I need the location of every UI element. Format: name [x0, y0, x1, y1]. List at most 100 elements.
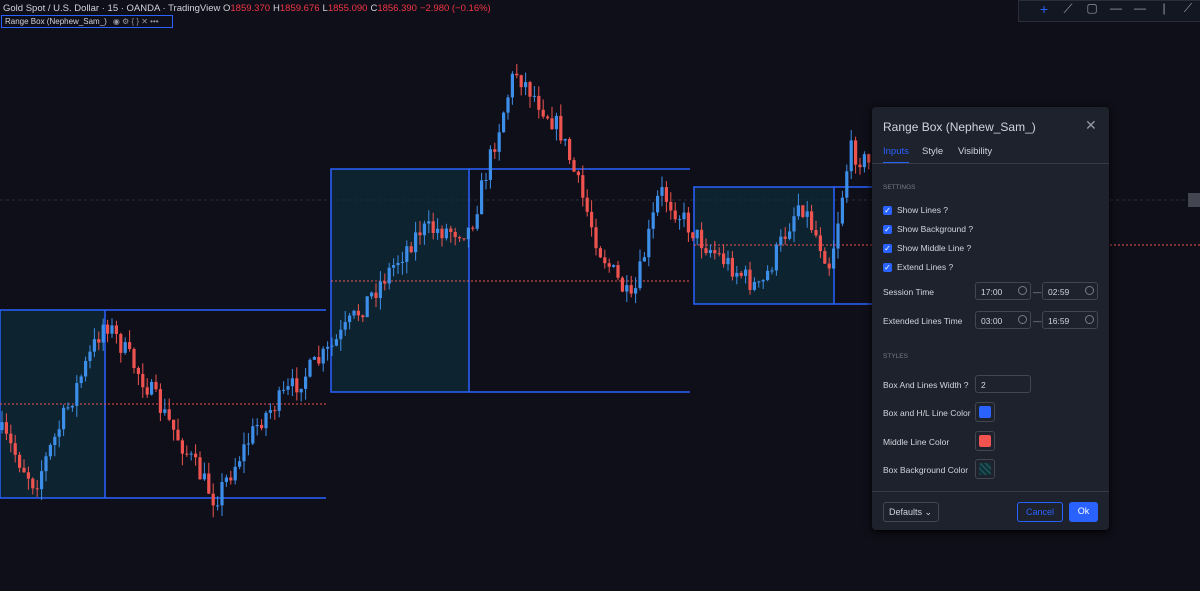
ohlc-label: O — [223, 3, 231, 14]
candle-body — [656, 195, 660, 213]
checkbox[interactable]: ✓ Show Lines ? — [883, 205, 949, 216]
candle-body — [167, 409, 171, 420]
candle-body — [462, 238, 466, 240]
candle-body — [31, 478, 35, 489]
cancel-button[interactable]: Cancel — [1017, 502, 1063, 522]
color-swatch[interactable] — [975, 459, 995, 479]
candle-body — [616, 265, 620, 278]
candle-body — [805, 211, 809, 217]
checkbox[interactable]: ✓ Show Middle Line ? — [883, 243, 972, 254]
candle-body — [378, 281, 382, 298]
candle-body — [422, 223, 426, 236]
candle-body — [475, 214, 479, 229]
time-value: 03:00 — [981, 316, 1003, 326]
candle-body — [356, 310, 360, 316]
range-dash: — — [1033, 287, 1042, 297]
candle-body — [541, 109, 545, 117]
close-button[interactable]: ✕ — [1085, 117, 1097, 133]
time-input[interactable]: 16:59 — [1042, 311, 1098, 329]
ray-tool[interactable]: — — [1134, 1, 1146, 15]
candle-body — [361, 315, 365, 318]
candle-body — [295, 378, 299, 393]
candle-body — [66, 407, 70, 409]
time-input[interactable]: 17:00 — [975, 282, 1031, 300]
checkbox-label: Show Middle Line ? — [897, 243, 972, 253]
candle-body — [172, 419, 176, 430]
candle-body — [845, 171, 849, 198]
candle-body — [642, 257, 646, 262]
indicator-icons: ◉ ⚙ { } ✕ ••• — [112, 17, 159, 26]
checkbox[interactable]: ✓ Extend Lines ? — [883, 262, 954, 273]
field-label: Session Time — [883, 287, 935, 297]
candle-body — [607, 263, 611, 267]
candle-body — [590, 211, 594, 228]
candle-body — [312, 356, 316, 360]
candle-body — [660, 187, 664, 196]
indicator-name: Range Box (Nephew_Sam_) — [5, 17, 107, 26]
candle-body — [216, 505, 220, 507]
candle-body — [224, 477, 228, 483]
candle-body — [387, 267, 391, 284]
candle-body — [537, 95, 541, 110]
candles — [0, 64, 871, 518]
rectangle-tool[interactable]: ▢ — [1086, 1, 1098, 15]
candle-body — [260, 424, 264, 429]
candle-body — [418, 232, 422, 236]
candle-body — [612, 265, 616, 267]
candle-body — [849, 140, 853, 172]
path-tool[interactable]: ⟋ — [1183, 1, 1193, 15]
candle-body — [634, 288, 638, 294]
candle-body — [374, 292, 378, 298]
crosshair-tool[interactable]: + — [1039, 1, 1049, 17]
candle-body — [770, 270, 774, 272]
candle-body — [766, 270, 770, 281]
time-input[interactable]: 02:59 — [1042, 282, 1098, 300]
candle-body — [268, 410, 272, 413]
candle-body — [62, 407, 66, 430]
candle-body — [370, 292, 374, 297]
candle-body — [691, 232, 695, 239]
tab[interactable]: Style — [922, 146, 944, 157]
candle-body — [141, 373, 145, 388]
section-heading: SETTINGS — [883, 184, 916, 191]
price-marker — [1188, 193, 1200, 207]
candle-body — [493, 149, 497, 152]
vline-tool[interactable]: | — [1162, 1, 1166, 15]
candle-body — [726, 257, 730, 265]
color-swatch[interactable] — [975, 431, 995, 451]
ohlc-o: O1859.370 — [223, 3, 273, 14]
color-swatch[interactable] — [975, 402, 995, 422]
candle-body — [198, 457, 202, 480]
candle-body — [383, 281, 387, 284]
range-dash: — — [1033, 316, 1042, 326]
candle-body — [176, 429, 180, 441]
candle-body — [348, 315, 352, 323]
ohlc-h: H1859.676 — [273, 3, 323, 14]
indicator-legend[interactable]: Range Box (Nephew_Sam_) ◉ ⚙ { } ✕ ••• — [1, 15, 173, 28]
tab[interactable]: Visibility — [958, 146, 993, 157]
settings-dialog: Range Box (Nephew_Sam_) ✕ Inputs Style V… — [872, 107, 1109, 530]
candle-body — [484, 179, 488, 181]
number-input[interactable]: 2 — [975, 375, 1031, 393]
trend-line-tool[interactable]: ⟋ — [1063, 1, 1073, 16]
candle-body — [334, 339, 338, 346]
tab[interactable]: Inputs — [883, 146, 909, 164]
defaults-button[interactable]: Defaults ⌄ — [883, 502, 939, 522]
candle-body — [862, 154, 866, 168]
candle-body — [40, 471, 44, 490]
candle-body — [75, 383, 79, 406]
candle-body — [572, 160, 576, 172]
candle-body — [704, 248, 708, 254]
hline-tool[interactable]: — — [1110, 1, 1122, 15]
time-input[interactable]: 03:00 — [975, 311, 1031, 329]
candle-body — [339, 329, 343, 340]
candle-body — [625, 285, 629, 292]
ok-button[interactable]: Ok — [1069, 502, 1098, 522]
candle-body — [0, 422, 4, 430]
candle-body — [722, 253, 726, 265]
candle-body — [154, 381, 158, 390]
candle-body — [79, 376, 83, 384]
checkbox[interactable]: ✓ Show Background ? — [883, 224, 974, 235]
candle-body — [207, 473, 211, 494]
candle-body — [88, 351, 92, 361]
